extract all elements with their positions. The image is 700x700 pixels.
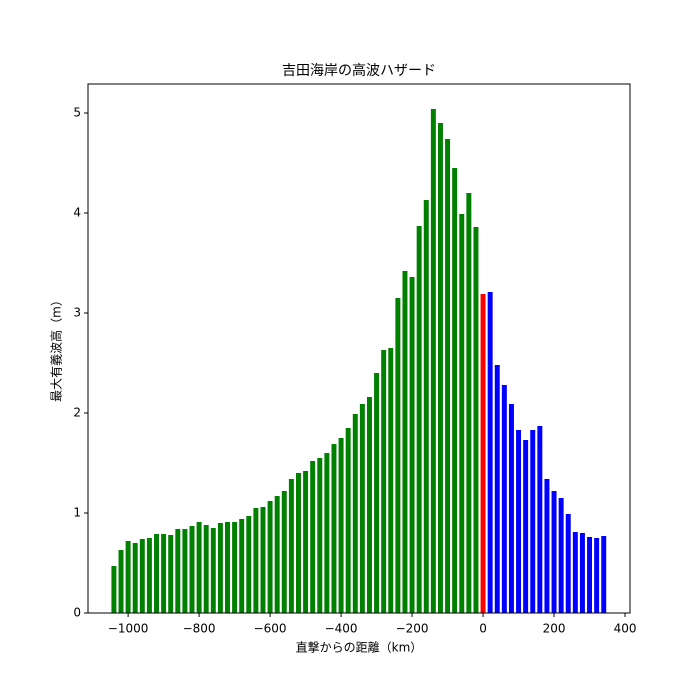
bar [281,491,287,613]
bar [565,514,571,613]
y-tick-label: 1 [73,506,81,520]
bar [409,277,415,613]
bar [473,227,479,613]
bar [459,214,465,613]
x-tick-label: −600 [254,622,287,636]
bar [558,498,564,613]
bar [274,496,280,613]
bar [253,508,259,613]
bar [210,528,216,613]
bar [310,461,316,613]
bar [132,543,138,613]
bar [516,430,522,613]
x-tick-label: −1000 [108,622,149,636]
bar [416,226,422,613]
bar [437,123,443,613]
x-axis-label: 直撃からの距離（km） [296,640,423,655]
bar [288,479,294,613]
bar [466,193,472,613]
x-tick-label: 400 [614,622,637,636]
bar [175,529,181,613]
bar [154,534,159,613]
y-axis-label: 最大有義波高（m） [49,294,64,402]
x-tick-label: 200 [543,622,566,636]
plot-frame [87,83,631,614]
bar [161,534,167,613]
bar [572,532,578,613]
bar [239,519,245,613]
bar [579,533,585,613]
bar [366,397,372,613]
bar [189,526,195,613]
bar [118,550,124,613]
bar [423,200,429,613]
bar [203,525,209,613]
bar [508,404,514,613]
bar [494,365,500,613]
bar [338,438,344,613]
bar [430,109,436,613]
bar [374,373,380,613]
bar [232,522,238,613]
y-tick-label: 2 [73,406,81,420]
bar [331,444,337,613]
x-tick-label: −200 [396,622,429,636]
y-tick-label: 5 [73,106,81,120]
bar [395,298,401,613]
bar [452,168,458,613]
bar [594,538,600,613]
bar [168,535,174,613]
bar [345,428,351,613]
bar [260,507,266,613]
bar [544,479,550,613]
bar [111,566,117,613]
bar [359,404,365,613]
x-tick-label: −400 [325,622,358,636]
bar [402,271,408,613]
bar [445,139,451,613]
bar [146,538,152,613]
x-tick-label: −800 [183,622,216,636]
bar [267,501,273,613]
bar [125,541,131,613]
bar [587,537,593,613]
x-tick-label: 0 [479,622,487,636]
bar [480,294,486,613]
bar [182,529,188,613]
y-tick-label: 3 [73,306,81,320]
bar [246,516,252,613]
bar [352,414,358,613]
bar [303,471,309,613]
bar [537,426,543,613]
chart-title: 吉田海岸の高波ハザード [282,62,436,79]
bar [225,522,230,613]
bar [381,350,387,613]
bar [501,385,507,613]
bar [530,430,536,613]
bar [601,536,607,613]
y-tick-label: 0 [73,606,81,620]
bar [139,539,145,613]
bar [324,453,330,613]
bar [388,348,394,613]
bar [196,522,202,613]
bar [487,292,493,613]
bar [523,440,529,613]
y-tick-label: 4 [73,206,81,220]
bar [551,491,557,613]
bar [317,458,323,613]
bar [295,473,301,613]
bar [217,523,223,613]
